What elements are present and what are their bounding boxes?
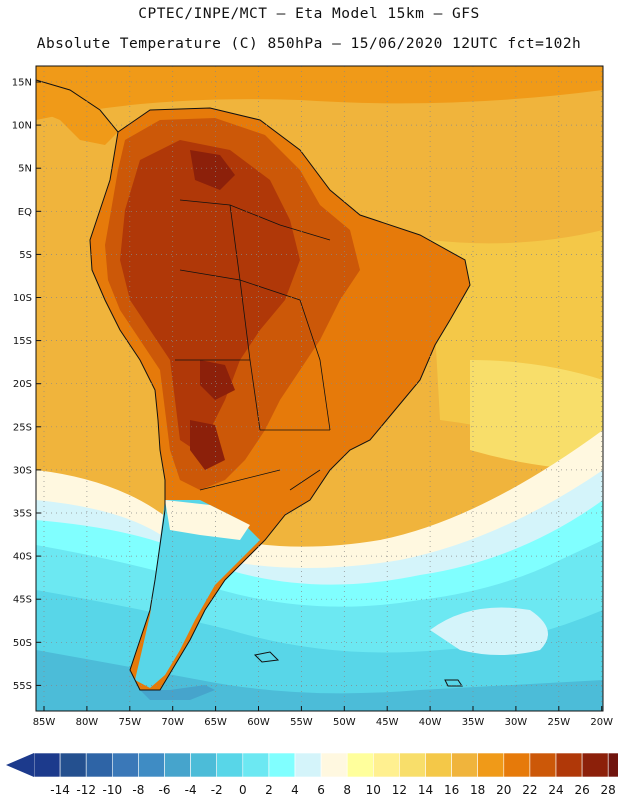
colorbar-cell [346,752,374,778]
pampas-mild-zone [165,500,250,540]
colorbar-tick-label: 2 [265,783,273,797]
lon-label: 85W [33,717,56,728]
colorbar-tick-label: -2 [211,783,223,797]
lon-label: 60W [247,717,270,728]
colorbar-tick-label: 12 [392,783,407,797]
colorbar-cell [242,752,270,778]
colorbar-cell [529,752,557,778]
temperature-field [36,66,603,711]
map-title-line-2: Absolute Temperature (C) 850hPa – 15/06/… [36,36,582,52]
colorbar-cell [216,752,244,778]
lat-label: 55S [13,681,32,692]
lon-label: 25W [547,717,570,728]
cold-swirl [430,607,548,655]
southern-cone-land [135,500,260,688]
colorbar-tick-label: 16 [444,783,459,797]
south-america-coastline [89,107,471,691]
lon-label: 70W [161,717,184,728]
tierra-del-fuego [140,685,215,700]
lat-label: 25S [13,422,32,433]
lon-label: 45W [376,717,399,728]
colorbar-cell [59,752,87,778]
colorbar-cell [190,752,218,778]
lat-label: 10N [12,121,32,132]
colorbar-cell [85,752,113,778]
colorbar-low-arrow [6,753,34,777]
colorbar-tick-label: -12 [76,783,96,797]
lat-label: 45S [13,595,32,606]
lon-label: 30W [505,717,528,728]
colorbar-cell [581,752,609,778]
colorbar-tick-label: 24 [548,783,563,797]
lat-label: 5N [18,164,32,175]
colorbar-cell [164,752,191,778]
central-america-coastline [36,79,119,133]
colorbar-tick-label: 20 [496,783,511,797]
colorbar-cell [477,752,505,778]
colorbar-cell [268,752,296,778]
lat-label: 10S [13,293,32,304]
lon-label: 40W [419,717,442,728]
lat-label: 5S [19,250,32,261]
colorbar-cell [425,752,452,778]
latitude-labels: 15N 10N 5N EQ 5S 10S 15S 20S 25S 30S 35S 40S 45S 50S 5… [12,78,41,692]
colorbar-tick-label: 22 [522,783,537,797]
interior-hotter-region [120,140,300,450]
colorbar-tick-label: -8 [132,783,144,797]
colorbar-tick-label: -10 [102,783,122,797]
map-title-line-1: CPTEC/INPE/MCT – Eta Model 15km – GFS [138,6,480,22]
lon-label: 75W [118,717,141,728]
colorbar-cell [503,752,531,778]
hot-spot-center [200,360,235,400]
hot-spot-north [190,150,235,190]
colorbar-tick-label: 4 [291,783,299,797]
lon-label: 55W [290,717,313,728]
colorbar-tick-label: 26 [574,783,589,797]
central-america-land [36,80,118,145]
lat-label: 50S [13,638,32,649]
colorbar-cell [607,752,618,778]
lat-label: EQ [18,207,32,218]
colorbar-tick-label: 28 [601,783,616,797]
lon-label: 35W [462,717,485,728]
lon-label: 65W [204,717,227,728]
colorbar-tick-label: 6 [317,783,325,797]
hot-spot-south [190,420,225,470]
longitude-labels: 85W 80W 75W 70W 65W 60W 55W 50W 45W 40W 35W 30W 25W 2… [33,706,613,728]
colorbar-cell [320,752,348,778]
colorbar-tick-label: 18 [470,783,485,797]
colorbar-tick-label: -4 [185,783,197,797]
colorbar-tick-label: 14 [418,783,433,797]
lat-label: 20S [13,379,32,390]
colorbar-cell [33,752,61,778]
colorbar-cell [138,752,165,778]
islands [253,651,463,687]
lat-label: 15N [12,78,32,89]
colorbar-tick-label: 8 [343,783,351,797]
colorbar-cell [372,752,400,778]
northern-warm-band [36,66,603,120]
coastline-borders [36,79,471,691]
colorbar-cell [451,752,479,778]
colorbar-tick-label: 0 [239,783,247,797]
country-borders [175,199,331,491]
lon-label: 20W [590,717,613,728]
lat-label: 30S [13,465,32,476]
colorbar-cell [555,752,583,778]
lon-label: 80W [76,717,99,728]
atlantic-cooler-band [470,360,603,470]
lat-label: 40S [13,552,32,563]
lat-label: 15S [13,336,32,347]
colorbar-tick-label: -6 [159,783,171,797]
colorbar-tick-label: -14 [50,783,70,797]
colorbar-cell [399,752,426,778]
lon-label: 50W [333,717,356,728]
lat-label: 35S [13,509,32,520]
map-frame [35,65,604,712]
colorbar-tick-label: 10 [366,783,381,797]
colorbar-cell [112,752,139,778]
colorbar-cell [294,752,322,778]
